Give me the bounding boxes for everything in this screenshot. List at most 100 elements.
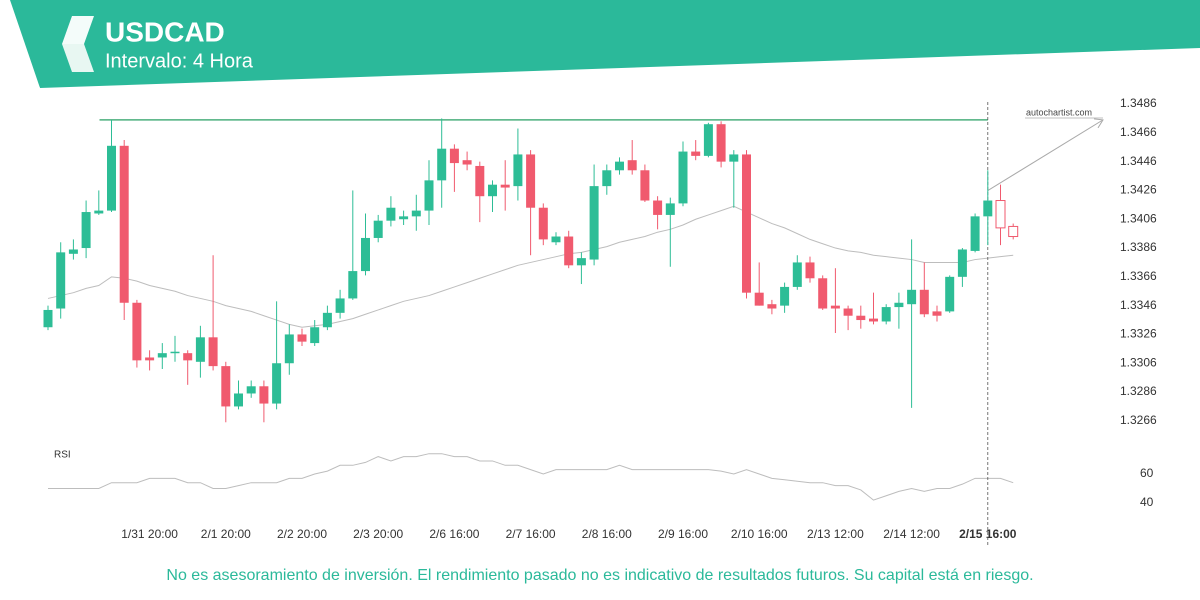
candle-body xyxy=(145,357,155,361)
y-tick-label: 1.3266 xyxy=(1120,413,1157,427)
candle-body xyxy=(945,276,955,312)
candle-body xyxy=(107,145,116,211)
candle-body xyxy=(881,307,891,322)
rsi-tick-label: 40 xyxy=(1140,495,1154,509)
candle-body xyxy=(780,286,790,306)
y-tick-label: 1.3446 xyxy=(1120,154,1157,168)
x-tick-label: 2/13 12:00 xyxy=(807,527,864,541)
candle-body xyxy=(488,184,497,197)
candle-body xyxy=(703,124,713,156)
candle-body xyxy=(411,210,421,217)
moving-average xyxy=(47,205,1014,328)
candle-body xyxy=(602,170,612,187)
candle-body xyxy=(424,180,434,211)
x-tick-label: 2/3 20:00 xyxy=(353,527,403,541)
candle-body xyxy=(653,200,663,215)
candle-body xyxy=(856,315,866,321)
x-tick-label: 2/8 16:00 xyxy=(582,527,632,541)
header-notch xyxy=(0,0,40,88)
candle-body xyxy=(970,216,980,251)
candle-body xyxy=(830,305,840,309)
candle-body xyxy=(246,386,256,394)
candle-body xyxy=(576,258,586,266)
candle-body xyxy=(81,212,91,249)
candle-body xyxy=(589,186,599,260)
x-tick-label: 1/31 20:00 xyxy=(121,527,178,541)
y-tick-label: 1.3426 xyxy=(1120,183,1157,197)
candle-body xyxy=(284,334,294,364)
candle-body xyxy=(767,304,777,309)
candle-body xyxy=(68,249,78,254)
candle-body xyxy=(538,207,548,240)
candle-body xyxy=(640,170,650,201)
candle-body xyxy=(995,200,1006,229)
candle-body xyxy=(157,353,167,358)
candle-body xyxy=(843,308,853,316)
y-tick-label: 1.3406 xyxy=(1120,211,1157,225)
title: USDCAD xyxy=(105,16,225,47)
y-tick-label: 1.3326 xyxy=(1120,327,1157,341)
candle-body xyxy=(1008,225,1019,238)
candle-body xyxy=(322,312,332,328)
y-tick-label: 1.3366 xyxy=(1120,269,1157,283)
candle-body xyxy=(310,327,320,344)
candle-body xyxy=(500,184,510,188)
rsi-line xyxy=(48,453,1014,501)
x-tick-label: 2/7 16:00 xyxy=(506,527,556,541)
candle-body xyxy=(373,220,383,238)
candle-body xyxy=(272,363,282,404)
candle-body xyxy=(119,145,129,303)
forecast-arrow-head xyxy=(1093,118,1104,129)
logo xyxy=(62,16,94,72)
x-tick-label: 2/9 16:00 xyxy=(658,527,708,541)
candle-body xyxy=(615,161,624,171)
candle-body xyxy=(386,207,396,221)
candle-body xyxy=(805,262,815,279)
candle-body xyxy=(665,203,675,215)
candle-body xyxy=(449,148,459,164)
candle-body xyxy=(462,160,472,165)
x-tick-label: 2/14 12:00 xyxy=(883,527,940,541)
y-tick-label: 1.3386 xyxy=(1120,240,1157,254)
x-tick-label: 2/6 16:00 xyxy=(429,527,479,541)
x-tick-label: 2/10 16:00 xyxy=(731,527,788,541)
candle-body xyxy=(564,236,574,266)
rsi-tick-label: 60 xyxy=(1140,466,1154,480)
candle-body xyxy=(818,278,828,309)
x-tick-label: 2/2 20:00 xyxy=(277,527,327,541)
candle-body xyxy=(983,200,993,217)
y-tick-label: 1.3346 xyxy=(1120,298,1157,312)
candle-body xyxy=(361,237,370,272)
candle-body xyxy=(94,210,104,214)
candle-body xyxy=(183,353,193,361)
candle-body xyxy=(234,393,243,407)
candle-body xyxy=(259,386,269,404)
candle-body xyxy=(132,302,142,361)
candle-body xyxy=(932,311,942,316)
candle-body xyxy=(919,289,929,315)
candle-body xyxy=(754,292,764,306)
candle-body xyxy=(716,124,726,162)
candle-body xyxy=(551,236,561,243)
header-band xyxy=(0,0,1200,88)
candle-body xyxy=(208,337,218,367)
candle-body xyxy=(526,154,536,208)
y-tick-label: 1.3306 xyxy=(1120,355,1157,369)
candle-body xyxy=(627,160,637,171)
candle-body xyxy=(957,249,967,277)
candle-body xyxy=(437,148,447,181)
y-tick-label: 1.3286 xyxy=(1120,384,1157,398)
forecast-arrow xyxy=(987,119,1104,191)
y-tick-label: 1.3486 xyxy=(1120,96,1157,110)
candle-body xyxy=(678,151,688,204)
subtitle: Intervalo: 4 Hora xyxy=(105,50,254,72)
candle-body xyxy=(348,271,358,299)
rsi-label: RSI xyxy=(54,450,71,461)
candle-body xyxy=(792,262,802,287)
candle-body xyxy=(742,154,751,293)
y-tick-label: 1.3466 xyxy=(1120,125,1157,139)
candle-body xyxy=(43,309,53,328)
candle-body xyxy=(170,351,180,354)
watermark: autochartist.com xyxy=(1026,107,1092,117)
